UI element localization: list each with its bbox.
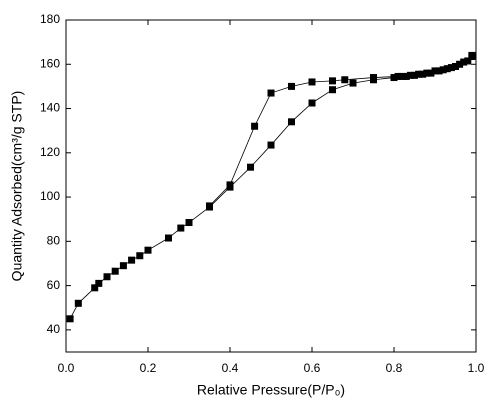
data-point [415,70,423,78]
data-point [390,74,398,82]
y-tick-label: 140 [40,101,60,115]
data-point [144,246,152,254]
data-point [103,273,111,281]
data-point [95,279,103,287]
data-point [288,82,295,90]
x-tick-label: 0.8 [386,361,403,375]
series-line [209,55,473,207]
data-point [431,67,439,75]
x-tick-label: 0.0 [58,361,75,375]
data-point [394,72,402,80]
data-point [427,69,435,77]
data-point [267,89,275,97]
y-tick-label: 120 [40,145,60,159]
data-point [443,65,451,73]
data-point [464,57,472,65]
x-tick-label: 0.6 [304,361,321,375]
data-point [341,76,349,84]
data-point [460,58,468,66]
data-point [329,77,336,85]
data-point [308,99,316,107]
y-tick-label: 160 [40,56,60,70]
plot-frame [65,19,477,353]
data-point [251,122,259,130]
data-point [111,267,119,275]
data-point [119,262,127,270]
data-point [74,299,82,307]
data-point [468,51,476,59]
x-tick-label: 0.4 [222,361,239,375]
y-axis-label: Quantity Adsorbed(cm³/g STP) [9,91,25,282]
x-axis-label: Relative Pressure(P/P₀) [197,382,345,398]
data-point [91,284,99,292]
y-tick-label: 100 [40,189,60,203]
x-tick-label: 0.2 [140,361,157,375]
data-point [349,79,357,87]
data-point [370,74,377,82]
data-point [329,86,336,94]
data-point [402,72,410,80]
data-point [128,256,136,264]
y-tick-label: 60 [47,278,61,292]
data-point [247,163,254,171]
data-point [308,78,316,86]
data-point [435,67,443,75]
data-point [423,69,431,77]
x-tick-label: 1.0 [468,361,485,375]
data-point [66,315,74,323]
data-point [185,219,193,227]
data-point [452,62,459,70]
y-tick-label: 40 [47,322,61,336]
data-point [288,118,295,126]
y-tick-label: 80 [47,234,61,248]
data-point [136,252,144,260]
data-point [226,181,234,189]
data-point [419,70,427,78]
data-point [206,202,213,210]
data-point [267,141,275,149]
data-point [165,234,172,242]
y-tick-label: 180 [40,12,60,26]
data-point [177,224,185,232]
data-point [411,71,418,79]
data-point [406,71,414,79]
